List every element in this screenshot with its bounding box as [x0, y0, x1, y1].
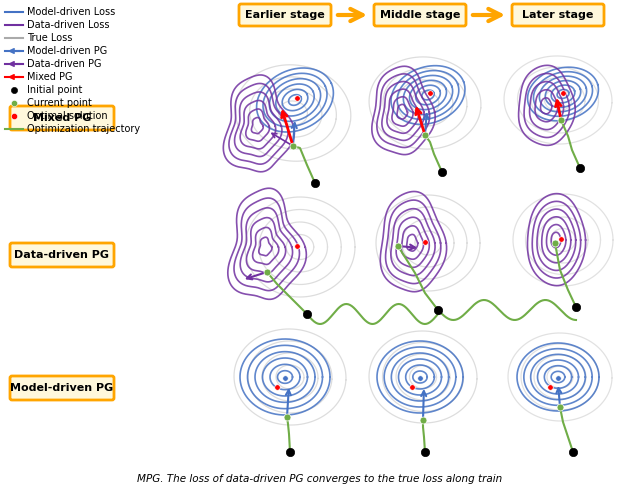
Text: Mixed PG: Mixed PG: [27, 72, 72, 82]
Text: Model-driven Loss: Model-driven Loss: [27, 7, 115, 17]
FancyBboxPatch shape: [10, 243, 114, 267]
Text: Data-driven PG: Data-driven PG: [27, 59, 102, 69]
Text: True Loss: True Loss: [27, 33, 72, 43]
Text: Current point: Current point: [27, 98, 92, 108]
Text: Earlier stage: Earlier stage: [245, 10, 325, 20]
FancyBboxPatch shape: [512, 4, 604, 26]
Text: Model-driven PG: Model-driven PG: [27, 46, 108, 56]
Text: Model-driven PG: Model-driven PG: [10, 383, 114, 393]
FancyBboxPatch shape: [239, 4, 331, 26]
Text: Data-driven Loss: Data-driven Loss: [27, 20, 109, 30]
Text: MPG. The loss of data-driven PG converges to the true loss along train: MPG. The loss of data-driven PG converge…: [138, 474, 502, 484]
Text: Mixed PG: Mixed PG: [33, 113, 91, 123]
Text: Middle stage: Middle stage: [380, 10, 460, 20]
FancyBboxPatch shape: [374, 4, 466, 26]
FancyBboxPatch shape: [10, 376, 114, 400]
Text: Later stage: Later stage: [522, 10, 594, 20]
Text: Optimization trajectory: Optimization trajectory: [27, 124, 140, 134]
Text: Data-driven PG: Data-driven PG: [15, 250, 109, 260]
Text: Initial point: Initial point: [27, 85, 83, 95]
FancyBboxPatch shape: [10, 106, 114, 130]
Text: Optimal solution: Optimal solution: [27, 111, 108, 121]
